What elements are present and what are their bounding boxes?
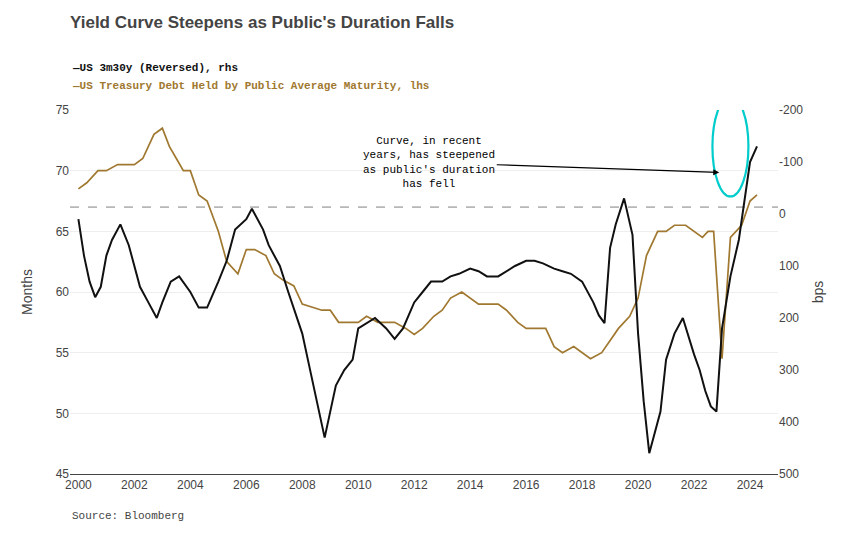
svg-text:2004: 2004: [177, 478, 204, 492]
svg-text:2006: 2006: [233, 478, 260, 492]
svg-text:200: 200: [779, 311, 799, 325]
svg-text:2014: 2014: [457, 478, 484, 492]
svg-text:Months: Months: [19, 269, 35, 315]
svg-text:60: 60: [56, 285, 70, 299]
svg-text:2024: 2024: [737, 478, 764, 492]
svg-text:2016: 2016: [513, 478, 540, 492]
svg-text:Yield Curve Steepens as Public: Yield Curve Steepens as Public's Duratio…: [70, 13, 454, 32]
svg-text:2022: 2022: [681, 478, 708, 492]
svg-text:2012: 2012: [401, 478, 428, 492]
svg-text:70: 70: [56, 164, 70, 178]
svg-text:55: 55: [56, 346, 70, 360]
svg-text:2002: 2002: [121, 478, 148, 492]
svg-text:2018: 2018: [569, 478, 596, 492]
svg-text:—US 3m30y (Reversed), rhs: —US 3m30y (Reversed), rhs: [72, 62, 238, 74]
svg-text:100: 100: [779, 259, 799, 273]
svg-text:bps: bps: [810, 281, 826, 304]
svg-text:2020: 2020: [625, 478, 652, 492]
svg-text:—US Treasury Debt Held by Publ: —US Treasury Debt Held by Public Average…: [72, 80, 429, 92]
svg-text:2008: 2008: [289, 478, 316, 492]
svg-text:Curve, in recentyears, has ste: Curve, in recentyears, has steepenedas p…: [363, 135, 495, 190]
svg-text:2010: 2010: [345, 478, 372, 492]
svg-text:45: 45: [56, 467, 70, 481]
svg-text:2000: 2000: [65, 478, 92, 492]
svg-text:300: 300: [779, 363, 799, 377]
svg-text:500: 500: [779, 467, 799, 481]
svg-text:-200: -200: [779, 103, 803, 117]
svg-text:75: 75: [56, 103, 70, 117]
svg-text:50: 50: [56, 407, 70, 421]
svg-text:-100: -100: [779, 155, 803, 169]
svg-text:65: 65: [56, 225, 70, 239]
svg-text:400: 400: [779, 415, 799, 429]
svg-text:Source: Bloomberg: Source: Bloomberg: [72, 510, 184, 522]
svg-text:0: 0: [779, 207, 786, 221]
